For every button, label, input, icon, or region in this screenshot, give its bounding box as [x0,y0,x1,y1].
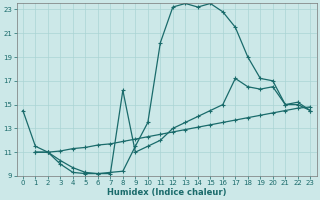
X-axis label: Humidex (Indice chaleur): Humidex (Indice chaleur) [107,188,226,197]
